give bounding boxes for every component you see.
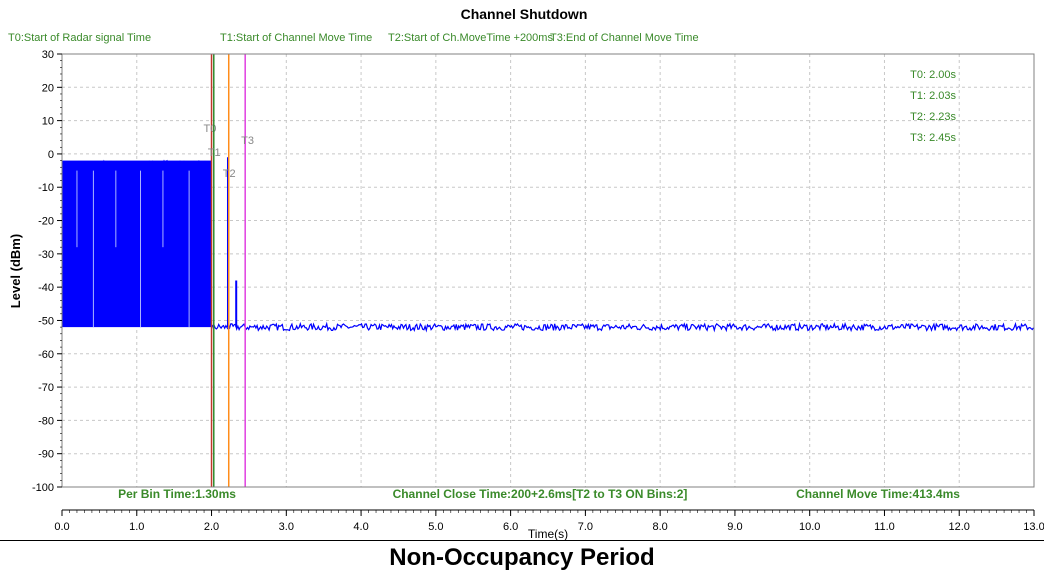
marker-label-t3: T3 (241, 135, 254, 147)
legend-entry: T1:Start of Channel Move Time (220, 32, 372, 44)
x-tick-label: 0.0 (54, 521, 69, 533)
annotations: Per Bin Time:1.30ms Channel Close Time:20… (118, 487, 960, 501)
x-tick-label: 10.0 (799, 521, 820, 533)
annotation: Channel Close Time:200+2.6ms[T2 to T3 ON… (393, 487, 688, 501)
marker-readout: T2: 2.23s (910, 111, 956, 123)
y-tick-label: -70 (38, 382, 54, 394)
legend-entry: T2:Start of Ch.MoveTime +200ms (388, 32, 553, 44)
x-tick-label: 13.0 (1023, 521, 1044, 533)
legend-entry: T0:Start of Radar signal Time (8, 32, 151, 44)
series-level (62, 157, 1034, 330)
y-tick-label: 30 (42, 49, 54, 61)
chart-title: Channel Shutdown (461, 6, 588, 22)
x-tick-label: 3.0 (279, 521, 294, 533)
x-tick-label: 6.0 (503, 521, 518, 533)
annotation: Channel Move Time:413.4ms (796, 487, 960, 501)
series-noise-floor (212, 324, 1034, 331)
chart: Channel Shutdown T0:Start of Radar signa… (0, 0, 1044, 540)
y-tick-label: -60 (38, 349, 54, 361)
x-tick-label: 8.0 (653, 521, 668, 533)
caption: Non-Occupancy Period (0, 544, 1044, 572)
y-tick-label: -30 (38, 249, 54, 261)
marker-readout: T3: 2.45s (910, 132, 956, 144)
y-tick-label: -10 (38, 182, 54, 194)
marker-label-t1: T1 (208, 147, 221, 159)
x-tick-label: 1.0 (129, 521, 144, 533)
y-tick-label: 10 (42, 116, 54, 128)
separator-line (0, 540, 1044, 541)
y-tick-label: -100 (32, 482, 54, 494)
legend: T0:Start of Radar signal Time T1:Start of… (8, 32, 699, 44)
y-tick-label: 20 (42, 82, 54, 94)
x-tick-label: 12.0 (949, 521, 970, 533)
x-tick-label: 5.0 (428, 521, 443, 533)
y-tick-label: -20 (38, 216, 54, 228)
y-tick-label: -50 (38, 315, 54, 327)
marker-readouts: T0: 2.00s T1: 2.03s T2: 2.23s T3: 2.45s (910, 69, 956, 144)
y-tick-label: -90 (38, 449, 54, 461)
x-tick-label: 4.0 (353, 521, 368, 533)
y-tick-label: 0 (48, 149, 54, 161)
marker-readout: T0: 2.00s (910, 69, 956, 81)
y-tick-label: -80 (38, 415, 54, 427)
y-tick-label: -40 (38, 282, 54, 294)
marker-readout: T1: 2.03s (910, 90, 956, 102)
legend-entry: T3:End of Channel Move Time (550, 32, 699, 44)
x-tick-label: 7.0 (578, 521, 593, 533)
marker-label-t2: T2 (223, 168, 236, 180)
x-tick-label: 2.0 (204, 521, 219, 533)
x-axis-label: Time(s) (528, 527, 568, 540)
x-tick-label: 11.0 (874, 521, 895, 533)
annotation: Per Bin Time:1.30ms (118, 487, 236, 501)
x-tick-label: 9.0 (727, 521, 742, 533)
y-axis-label: Level (dBm) (8, 234, 23, 308)
